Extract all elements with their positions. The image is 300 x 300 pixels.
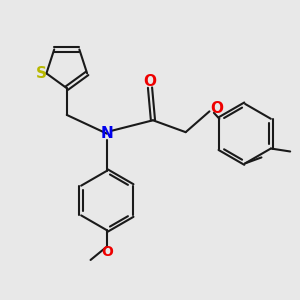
Text: S: S	[36, 66, 46, 81]
Text: O: O	[101, 245, 113, 259]
Text: N: N	[100, 126, 113, 141]
Text: O: O	[210, 101, 224, 116]
Text: O: O	[143, 74, 157, 88]
